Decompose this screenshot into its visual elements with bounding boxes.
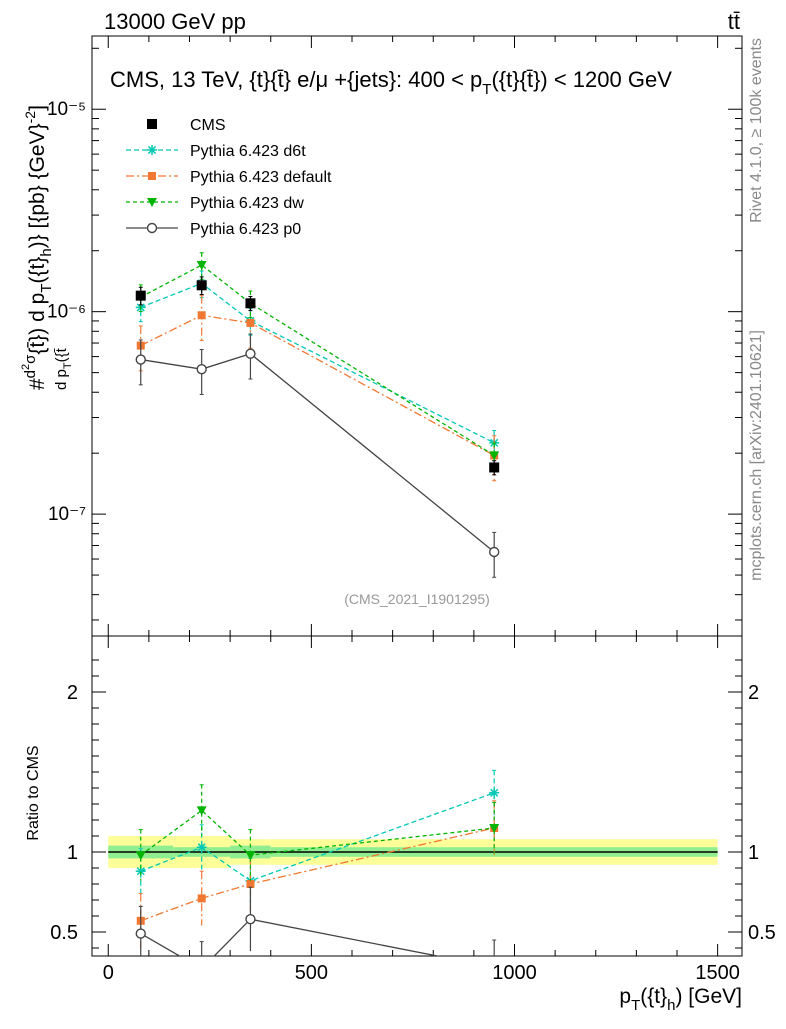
series-2 — [136, 295, 499, 482]
legend-marker — [148, 172, 156, 180]
series-3 — [135, 252, 500, 471]
series-line — [140, 282, 495, 444]
data-point — [196, 280, 207, 291]
svg-text:#d2σ{t̄}) d pT({t}h)} [{pb} {G: #d2σ{t̄}) d pT({t}h)} [{pb} {GeV}-2] — [20, 105, 55, 390]
ratio-point — [196, 806, 207, 816]
data-point — [489, 451, 500, 461]
legend-entry: CMS — [147, 117, 226, 134]
legend-label: Pythia 6.423 p0 — [190, 221, 301, 238]
data-point — [196, 363, 207, 375]
ratio-point — [196, 842, 207, 853]
star-stroke — [147, 145, 157, 155]
x-tick-label: 0 — [103, 962, 114, 984]
ratio-series-group — [135, 769, 500, 956]
x-tick-label: 1000 — [492, 962, 537, 984]
ratio-tick-label: 0.5 — [50, 922, 78, 944]
ratio-panel-frame — [91, 635, 743, 957]
ratio-y-axis-label: Ratio to CMS — [25, 745, 42, 840]
header-left: 13000 GeV pp — [104, 9, 246, 34]
ratio-series-4 — [135, 886, 497, 956]
ratio-line — [140, 918, 441, 956]
series-line — [140, 352, 495, 553]
ratio-series-2 — [136, 800, 499, 948]
x-tick-label: 1500 — [695, 962, 740, 984]
star-stroke — [197, 843, 206, 852]
legend-label: CMS — [190, 117, 226, 134]
ratio-tick-label: 2 — [67, 682, 78, 704]
data-point — [489, 462, 500, 473]
series-line — [140, 314, 495, 456]
star-stroke — [490, 788, 499, 797]
x-tick-label: 500 — [295, 962, 328, 984]
legend-marker — [147, 145, 157, 155]
series-line — [140, 264, 495, 456]
legend-label: Pythia 6.423 default — [190, 169, 332, 186]
data-point — [245, 298, 256, 309]
mcplots-label: mcplots.cern.ch [arXiv:2401.10621] — [748, 330, 765, 581]
ratio-point — [246, 880, 255, 888]
svg-text:d pT({t̄: d pT({t̄ — [53, 347, 74, 390]
y-tick-label: 10⁻⁶ — [47, 302, 86, 323]
data-point — [245, 348, 256, 359]
ratio-point — [135, 851, 146, 861]
legend: CMS Pythia 6.423 d6t Pythia 6.423 default P… — [126, 117, 332, 238]
ratio-series-clipped — [136, 800, 499, 948]
ratio-tick-label: 1 — [67, 842, 78, 864]
data-point — [488, 546, 500, 558]
legend-entry: Pythia 6.423 d6t — [126, 143, 306, 160]
ratio-line — [140, 792, 495, 882]
chart-title: CMS, 13 TeV, {t}{t̄} e/μ +{jets}: 400 < … — [110, 67, 672, 98]
ratio-point — [245, 914, 256, 925]
legend-marker — [147, 119, 157, 129]
legend-label: Pythia 6.423 d6t — [190, 143, 306, 160]
data-point — [196, 261, 207, 271]
legend-label: Pythia 6.423 dw — [190, 195, 304, 212]
ratio-point — [489, 824, 500, 833]
star-stroke — [136, 867, 145, 876]
ratio-series-clipped — [135, 784, 500, 881]
ratio-point — [197, 894, 206, 903]
analysis-watermark: (CMS_2021_I1901295) — [344, 591, 490, 607]
legend-marker — [146, 222, 158, 234]
header-right: tt̄ — [728, 9, 740, 34]
x-axis-label: pT({t}h) [GeV] — [619, 985, 742, 1014]
ratio-tick-label-right: 2 — [748, 682, 759, 704]
main-series-group — [135, 252, 500, 578]
ratio-series-clipped — [135, 886, 497, 956]
ratio-tick-label-right: 1 — [748, 842, 759, 864]
y-axis-label: #d2σ{t̄}) d pT({t}h)} [{pb} {GeV}-2] — [20, 105, 55, 390]
legend-entry: Pythia 6.423 p0 — [126, 221, 301, 238]
y-tick-label: 10⁻⁷ — [48, 504, 86, 525]
ratio-series-3 — [135, 784, 500, 881]
legend-entry: Pythia 6.423 default — [126, 169, 332, 186]
data-point — [135, 290, 146, 301]
rivet-label: Rivet 4.1.0, ≥ 100k events — [748, 38, 765, 223]
data-point — [135, 354, 146, 365]
axis-ticks: 0 500 1000 1500 10⁻⁷ 10⁻⁶ 10⁻⁵ 0.5 0.5 1 1 2 2 — [47, 36, 776, 984]
ratio-tick-label-right: 0.5 — [748, 922, 776, 944]
ratio-point — [489, 787, 500, 798]
series-4 — [135, 333, 500, 578]
data-point — [197, 311, 206, 320]
series-0 — [135, 276, 500, 476]
y-tick-label: 10⁻⁵ — [47, 99, 86, 120]
y-axis-fraction-denominator: d pT({t̄ — [53, 347, 74, 390]
legend-entry: Pythia 6.423 dw — [126, 195, 304, 212]
legend-marker — [147, 198, 157, 207]
ratio-line — [140, 809, 495, 856]
ratio-point — [245, 851, 256, 861]
ratio-line — [140, 827, 495, 922]
data-point — [246, 318, 255, 327]
ratio-point — [135, 928, 146, 939]
ratio-uncertainty-bands — [108, 836, 718, 868]
